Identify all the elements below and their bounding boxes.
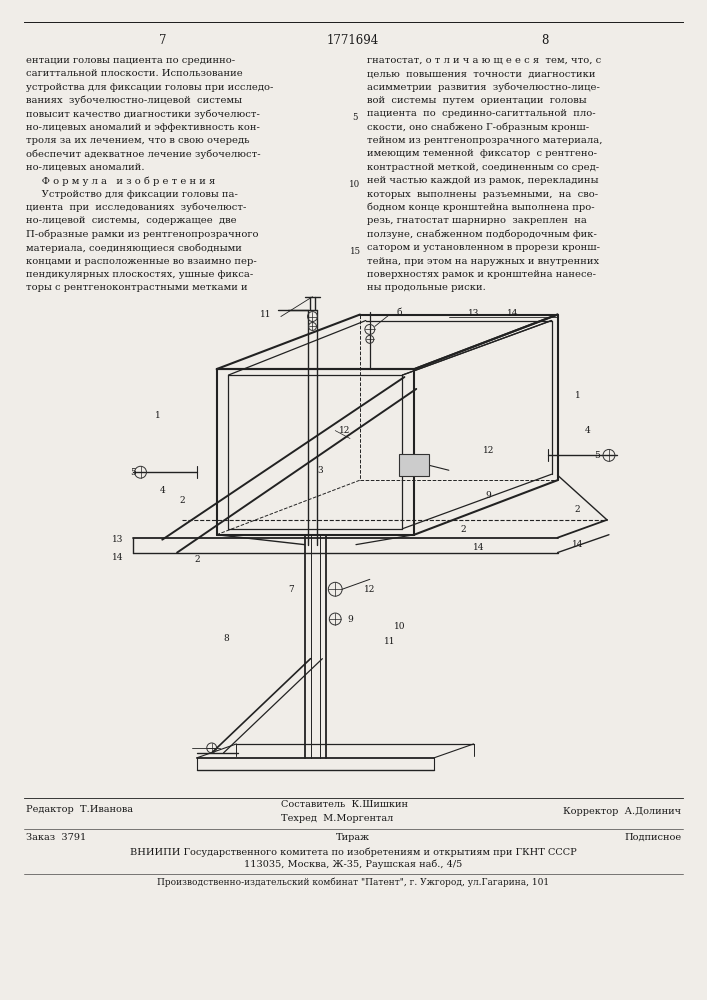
Text: контрастной меткой, соединенным со сред-: контрастной меткой, соединенным со сред-	[367, 163, 599, 172]
Text: 13: 13	[468, 309, 479, 318]
Text: вой  системы  путем  ориентации  головы: вой системы путем ориентации головы	[367, 96, 587, 105]
Text: Ф о р м у л а   и з о б р е т е н и я: Ф о р м у л а и з о б р е т е н и я	[26, 176, 215, 186]
Text: 14: 14	[571, 540, 583, 549]
Text: 7: 7	[288, 585, 293, 594]
Text: поверхностях рамок и кронштейна нанесе-: поверхностях рамок и кронштейна нанесе-	[367, 270, 596, 279]
Text: Составитель  К.Шишкин: Составитель К.Шишкин	[281, 800, 408, 809]
Text: 14: 14	[508, 309, 519, 318]
Text: ползуне, снабженном подбородочным фик-: ползуне, снабженном подбородочным фик-	[367, 230, 597, 239]
Text: 4: 4	[585, 426, 590, 435]
Text: 2: 2	[180, 496, 185, 505]
Text: 5: 5	[129, 468, 136, 477]
Text: повысит качество диагностики зубочелюст-: повысит качество диагностики зубочелюст-	[26, 109, 259, 119]
Text: 14: 14	[112, 553, 124, 562]
Text: 12: 12	[364, 585, 375, 594]
Text: Тираж: Тираж	[336, 833, 370, 842]
Text: 3: 3	[317, 466, 323, 475]
Text: 5: 5	[594, 451, 600, 460]
Text: 1771694: 1771694	[327, 34, 379, 47]
Text: 7: 7	[158, 34, 166, 47]
Text: скости, оно снабжено Г-образным кронш-: скости, оно снабжено Г-образным кронш-	[367, 123, 589, 132]
Text: 13: 13	[112, 535, 124, 544]
Text: циента  при  исследованиях  зубочелюст-: циента при исследованиях зубочелюст-	[26, 203, 246, 212]
Text: гнатостат, о т л и ч а ю щ е е с я  тем, что, с: гнатостат, о т л и ч а ю щ е е с я тем, …	[367, 56, 601, 65]
Text: троля за их лечением, что в свою очередь: троля за их лечением, что в свою очередь	[26, 136, 250, 145]
Text: Производственно-издательский комбинат "Патент", г. Ужгород, ул.Гагарина, 101: Производственно-издательский комбинат "П…	[157, 878, 549, 887]
Text: 11: 11	[384, 637, 395, 646]
Text: Заказ  3791: Заказ 3791	[26, 833, 86, 842]
Text: 15: 15	[349, 247, 361, 256]
Text: 8: 8	[541, 34, 549, 47]
Text: сатором и установленном в прорези кронш-: сатором и установленном в прорези кронш-	[367, 243, 600, 252]
Text: 10: 10	[394, 622, 405, 631]
Text: Устройство для фиксации головы па-: Устройство для фиксации головы па-	[26, 190, 238, 199]
Text: 9: 9	[347, 614, 353, 624]
Text: торы с рентгеноконтрастными метками и: торы с рентгеноконтрастными метками и	[26, 283, 247, 292]
Bar	[399, 454, 429, 476]
Text: 2: 2	[194, 555, 199, 564]
Text: П-образные рамки из рентгенопрозрачного: П-образные рамки из рентгенопрозрачного	[26, 230, 258, 239]
Text: концами и расположенные во взаимно пер-: концами и расположенные во взаимно пер-	[26, 257, 257, 266]
Text: 11: 11	[260, 310, 271, 319]
Text: 113035, Москва, Ж-35, Раушская наб., 4/5: 113035, Москва, Ж-35, Раушская наб., 4/5	[244, 860, 462, 869]
Text: Техред  М.Моргентал: Техред М.Моргентал	[281, 814, 393, 823]
Text: которых  выполнены  разъемными,  на  сво-: которых выполнены разъемными, на сво-	[367, 190, 598, 199]
Text: 1: 1	[575, 391, 580, 400]
Text: Редактор  Т.Иванова: Редактор Т.Иванова	[26, 805, 133, 814]
Text: но-лицевой  системы,  содержащее  две: но-лицевой системы, содержащее две	[26, 216, 237, 225]
Text: целью  повышения  точности  диагностики: целью повышения точности диагностики	[367, 69, 595, 78]
Text: 12: 12	[339, 426, 351, 435]
Text: резь, гнатостат шарнирно  закреплен  на: резь, гнатостат шарнирно закреплен на	[367, 216, 587, 225]
Text: 14: 14	[473, 543, 484, 552]
Text: ВНИИПИ Государственного комитета по изобретениям и открытиям при ГКНТ СССР: ВНИИПИ Государственного комитета по изоб…	[129, 847, 576, 857]
Text: тейна, при этом на наружных и внутренних: тейна, при этом на наружных и внутренних	[367, 257, 599, 266]
Text: ваниях  зубочелюстно-лицевой  системы: ваниях зубочелюстно-лицевой системы	[26, 96, 242, 105]
Text: Подписное: Подписное	[624, 833, 681, 842]
Text: 4: 4	[159, 486, 165, 495]
Text: 12: 12	[483, 446, 494, 455]
Text: ентации головы пациента по срединно-: ентации головы пациента по срединно-	[26, 56, 235, 65]
Text: 2: 2	[575, 505, 580, 514]
Text: бодном конце кронштейна выполнена про-: бодном конце кронштейна выполнена про-	[367, 203, 595, 212]
Text: ней частью каждой из рамок, перекладины: ней частью каждой из рамок, перекладины	[367, 176, 598, 185]
Text: Корректор  А.Долинич: Корректор А.Долинич	[563, 807, 681, 816]
Text: б: б	[397, 308, 402, 317]
Text: пациента  по  срединно-сагиттальной  пло-: пациента по срединно-сагиттальной пло-	[367, 109, 595, 118]
Text: асимметрии  развития  зубочелюстно-лице-: асимметрии развития зубочелюстно-лице-	[367, 83, 600, 92]
Text: устройства для фиксации головы при исследо-: устройства для фиксации головы при иссле…	[26, 83, 274, 92]
Text: но-лицевых аномалий и эффективность кон-: но-лицевых аномалий и эффективность кон-	[26, 123, 259, 132]
Text: пендикулярных плоскостях, ушные фикса-: пендикулярных плоскостях, ушные фикса-	[26, 270, 253, 279]
Text: 8: 8	[223, 634, 229, 643]
Text: 5: 5	[352, 113, 358, 122]
Text: 9: 9	[486, 491, 491, 500]
Text: обеспечит адекватное лечение зубочелюст-: обеспечит адекватное лечение зубочелюст-	[26, 149, 261, 159]
Text: тейном из рентгенопрозрачного материала,: тейном из рентгенопрозрачного материала,	[367, 136, 602, 145]
Text: имеющим теменной  фиксатор  с рентгено-: имеющим теменной фиксатор с рентгено-	[367, 149, 597, 158]
Text: но-лицевых аномалий.: но-лицевых аномалий.	[26, 163, 144, 172]
Text: материала, соединяющиеся свободными: материала, соединяющиеся свободными	[26, 243, 242, 253]
Text: 2: 2	[461, 525, 467, 534]
Text: 1: 1	[154, 411, 160, 420]
Text: ны продольные риски.: ны продольные риски.	[367, 283, 486, 292]
Text: 10: 10	[349, 180, 361, 189]
Text: сагиттальной плоскости. Использование: сагиттальной плоскости. Использование	[26, 69, 243, 78]
